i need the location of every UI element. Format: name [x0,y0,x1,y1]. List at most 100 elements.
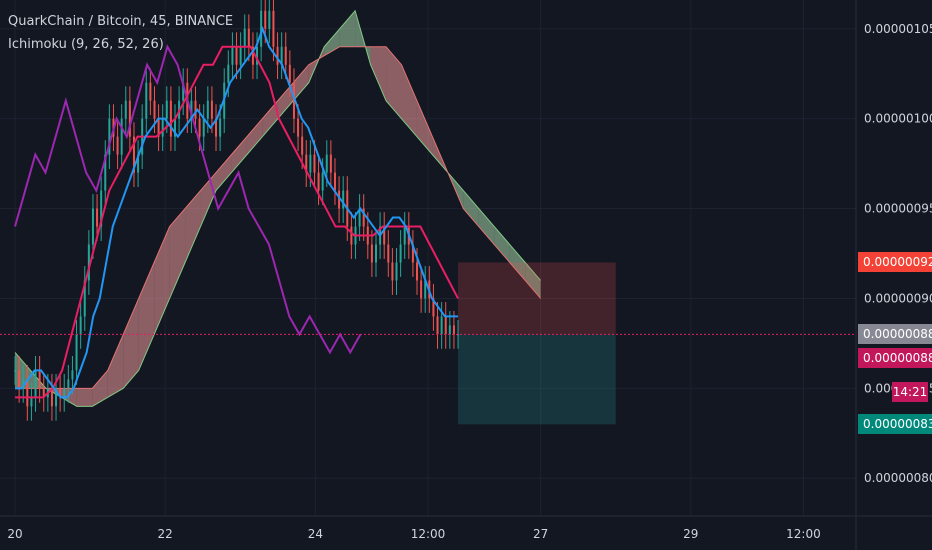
ichimoku-lines [14,25,459,399]
y-tick-label-5: 0.00000080 [864,471,932,485]
x-tick-label-1: 22 [158,527,173,541]
candle-body-34 [153,100,156,119]
cloud-segment-14 [231,136,247,173]
candle-body-46 [202,118,205,137]
candle-body-74 [317,172,320,191]
candle-body-25 [116,136,119,155]
x-tick-label-3: 12:00 [411,527,446,541]
cloud-segment-18 [293,64,309,101]
candle-body-66 [284,46,287,65]
candle-body-37 [165,100,168,119]
senkou-span-a-line [14,9,542,407]
candle-body-1 [18,370,21,389]
target-price-tag: 0.00000083 [858,414,932,435]
candle-body-20 [96,208,99,227]
candle-body-6 [38,370,41,389]
senkou-span-b-line [15,46,542,389]
y-tick-label-1: 0.00000100 [864,112,932,126]
candle-body-14 [71,370,74,380]
candle-body-22 [104,154,107,191]
candle-body-7 [42,388,45,398]
candle-body-48 [210,100,213,119]
candle-body-62 [268,10,271,29]
candle-body-82 [350,226,353,245]
candle-body-94 [399,244,402,263]
candle-body-30 [137,154,140,173]
candle-body-19 [91,208,94,245]
candle-body-47 [206,100,209,119]
candle-body-0 [14,370,17,372]
entry-price-tag: 0.00000088 [858,324,932,345]
candles [14,0,460,421]
candle-body-60 [260,10,263,47]
candle-body-58 [251,46,254,65]
candle-body-55 [239,46,242,65]
candle-body-80 [342,190,345,209]
candle-body-57 [247,28,250,47]
candle-body-52 [227,64,230,83]
candle-body-26 [120,118,123,155]
cloud-segment-33 [525,262,541,299]
candle-body-2 [22,379,25,389]
bar-countdown-tag: 14:21 [892,382,928,402]
cloud-segment-30 [478,208,495,245]
candle-body-71 [305,154,308,173]
candle-body-100 [424,280,427,299]
candle-body-67 [288,64,291,83]
candle-body-65 [280,46,283,65]
last-price-tag: 0.00000088 [858,348,932,369]
base-line [15,45,459,399]
candle-body-54 [235,46,238,65]
candle-body-43 [190,100,193,119]
x-tick-label-4: 27 [533,527,548,541]
cloud-segment-4 [76,388,93,407]
cloud-segment-16 [262,100,278,137]
cloud-segment-32 [509,244,526,281]
cloud-segment-25 [401,64,417,137]
candle-body-39 [173,118,176,137]
cloud-segment-11 [185,190,201,263]
candle-body-9 [50,388,53,407]
candle-body-17 [83,280,86,317]
candle-body-33 [149,82,152,101]
candle-body-18 [87,244,90,281]
position-tool[interactable] [458,262,616,425]
candle-body-68 [292,82,295,119]
candle-body-36 [161,118,164,137]
x-tick-label-2: 24 [308,527,323,541]
indicator-legend[interactable]: Ichimoku (9, 26, 52, 26) [8,37,164,52]
conversion-line [15,25,459,399]
candle-body-75 [321,172,324,191]
candle-body-78 [333,172,336,191]
candle-body-29 [132,136,135,173]
cloud-segment-10 [169,208,186,299]
candle-body-35 [157,118,160,137]
cloud-segment-3 [61,388,77,407]
x-tick-label-6: 12:00 [786,527,821,541]
candle-body-49 [215,118,218,137]
candle-body-56 [243,28,246,47]
candle-body-105 [444,316,447,335]
candle-body-61 [264,10,267,29]
time-scale[interactable]: 20 22 24 12:00 27 29 12:00 [7,527,820,541]
candle-body-53 [231,46,234,65]
cloud-segment-6 [107,334,124,398]
candle-body-16 [79,316,82,335]
candle-body-13 [67,379,70,389]
candle-body-64 [276,46,279,65]
candle-body-72 [309,154,312,173]
candle-body-97 [411,244,414,263]
x-tick-label-5: 29 [683,527,698,541]
stop-price-tag: 0.00000092 [858,252,932,273]
candle-body-15 [75,334,78,371]
symbol-legend[interactable]: QuarkChain / Bitcoin, 45, BINANCE [8,14,234,29]
cloud-segment-29 [463,190,479,227]
ichimoku-cloud [14,9,542,407]
candle-body-106 [448,325,451,335]
candle-body-59 [256,46,259,65]
candle-body-93 [395,262,398,281]
candle-body-4 [30,397,33,407]
candle-body-12 [63,388,66,398]
lagging-span-line [14,44,362,355]
